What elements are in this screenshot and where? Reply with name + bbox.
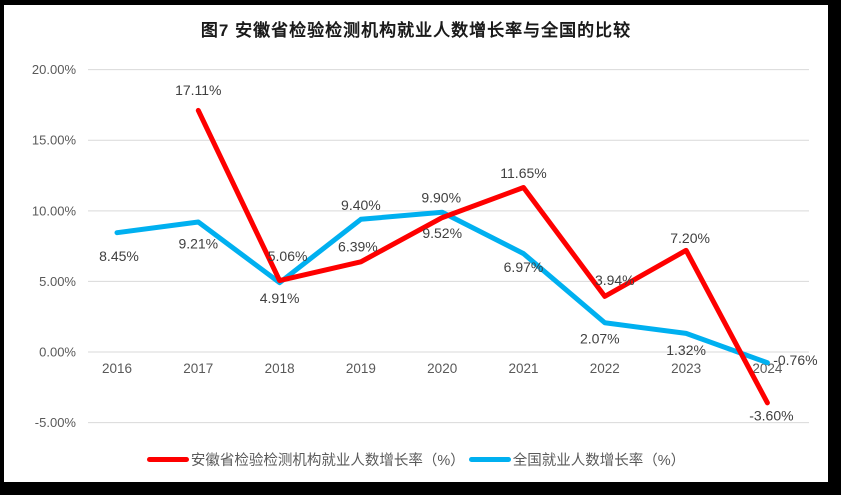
data-label-series-1: -0.76%: [773, 352, 817, 368]
x-axis-label: 2020: [427, 361, 457, 376]
y-axis-tick-label: 15.00%: [32, 133, 77, 148]
y-axis-tick-label: -5.00%: [35, 415, 77, 430]
legend-swatch-national-line: [468, 456, 511, 462]
x-axis-label: 2019: [346, 361, 376, 376]
data-label-series-1: 2.07%: [580, 330, 620, 346]
data-label-series-1: 9.21%: [178, 235, 218, 251]
data-label-series-1: 9.40%: [341, 197, 381, 213]
x-axis-label: 2016: [102, 361, 132, 376]
data-label-series-0: 17.11%: [175, 82, 221, 98]
chart-canvas: 图7 安徽省检验检测机构就业人数增长率与全国的比较 20.00% 15.00% 10…: [4, 5, 828, 482]
x-axis-label: 2018: [265, 361, 295, 376]
x-axis-label: 2017: [183, 361, 213, 376]
y-axis-tick-label: 20.00%: [32, 62, 77, 77]
data-label-series-0: 5.06%: [268, 248, 308, 264]
data-label-series-1: 1.32%: [666, 342, 706, 358]
data-label-series-1: 8.45%: [99, 248, 139, 264]
chart-legend: 安徽省检验检测机构就业人数增长率（%） 全国就业人数增长率（%）: [4, 449, 828, 469]
legend-item-national: 全国就业人数增长率（%）: [468, 449, 686, 470]
series-line-0: [195, 107, 770, 406]
y-axis-tick-label: 10.00%: [32, 203, 77, 218]
data-label-series-0: 6.39%: [338, 238, 378, 254]
data-label-series-0: 9.52%: [422, 225, 462, 241]
y-axis-tick-label: 0.00%: [39, 345, 76, 360]
data-label-series-0: 3.94%: [595, 272, 635, 288]
x-axis-label: 2024: [752, 361, 783, 376]
x-axis-label: 2023: [671, 361, 701, 376]
chart-title: 图7 安徽省检验检测机构就业人数增长率与全国的比较: [200, 21, 632, 40]
chart-plot: 20.00% 15.00% 10.00% 5.00% 0.00% -5.00% 2016 20…: [32, 62, 818, 430]
legend-swatch-anhui-line: [146, 456, 189, 462]
series-line-1: [114, 209, 770, 366]
data-label-series-0: 11.65%: [500, 165, 546, 181]
legend-item-anhui: 安徽省检验检测机构就业人数增长率（%）: [146, 449, 465, 470]
y-axis-tick-label: 5.00%: [39, 274, 76, 289]
x-axis-label: 2022: [590, 361, 620, 376]
legend-label-anhui: 安徽省检验检测机构就业人数增长率（%）: [190, 452, 465, 469]
data-label-series-0: -3.60%: [749, 407, 793, 423]
legend-label-national: 全国就业人数增长率（%）: [512, 452, 686, 469]
data-label-series-0: 7.20%: [670, 230, 710, 246]
data-label-series-1: 6.97%: [504, 259, 544, 275]
data-label-series-1: 4.91%: [260, 290, 300, 306]
data-label-series-1: 9.90%: [421, 190, 461, 206]
x-axis-label: 2021: [508, 361, 538, 376]
